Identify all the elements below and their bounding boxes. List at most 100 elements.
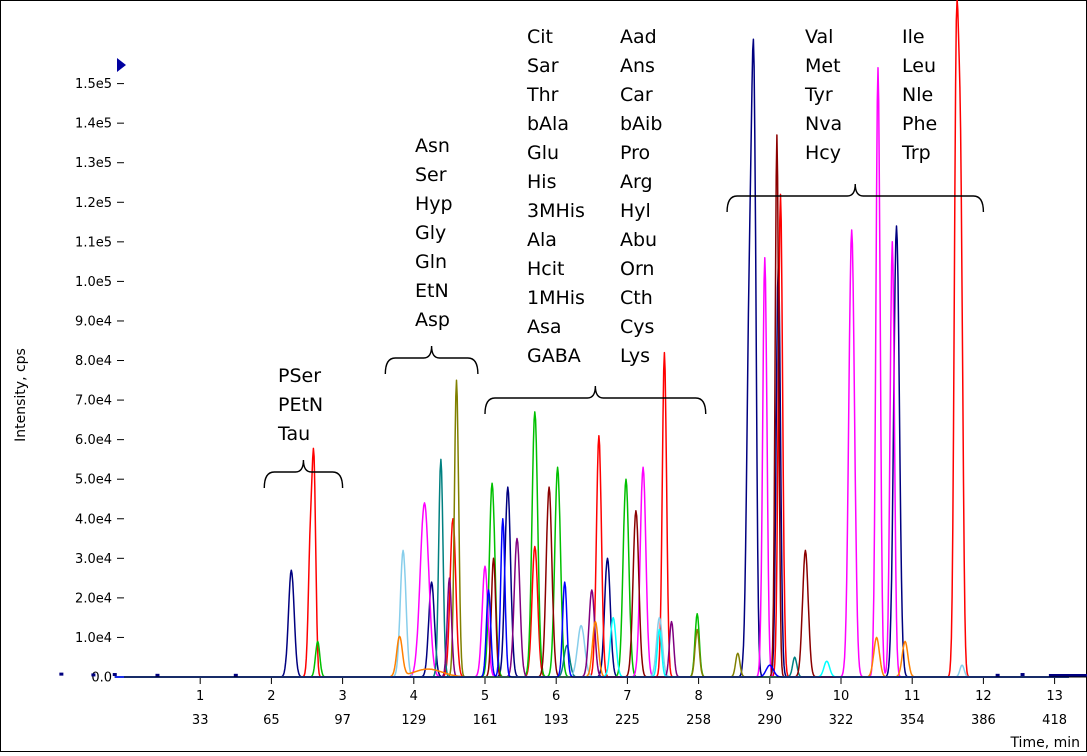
y-axis-marker-triangle[interactable] [117,58,126,72]
y-tick-label: 5.0e4 [75,473,112,488]
y-tick-label: 1.1e5 [75,235,112,250]
amino-acid-label: Abu [620,229,657,251]
x-tick-label-scan: 129 [401,713,426,728]
x-tick-label-scan: 290 [757,713,782,728]
y-axis-title: Intensity, cps [13,348,29,442]
amino-acid-label: Car [620,84,653,106]
baseline-noise-mark [112,673,117,677]
amino-acid-label: Thr [526,84,559,106]
amino-acid-label: Cit [527,26,553,48]
x-tick-label-time: 12 [975,689,992,704]
group-bracket-4 [726,183,985,213]
amino-acid-label: His [527,171,556,193]
amino-acid-label: Ans [620,55,655,77]
amino-acid-label: Pro [620,142,650,164]
amino-acid-label: 1MHis [527,287,585,309]
y-tick-label: 2.0e4 [75,591,112,606]
amino-acid-label: Nle [902,84,933,106]
x-tick-label-time: 11 [904,689,921,704]
y-tick-label: 1.3e5 [75,156,112,171]
y-axis-ticks: 0.0 1.0e4 2.0e4 3.0e4 4.0e4 5.0e4 6.0e4 7.0e4 8.… [75,77,124,686]
x-tick-label-scan: 161 [473,713,498,728]
x-tick-label-scan: 225 [615,713,640,728]
amino-acid-label: PSer [278,365,321,387]
amino-acid-label: bAla [527,113,569,135]
y-tick-label: 1.0e5 [75,275,112,290]
x-tick-label-time: 5 [481,689,489,704]
amino-acid-label: Tau [277,423,310,445]
x-tick-label-scan: 354 [900,713,925,728]
baseline-noise-mark [91,673,96,677]
x-tick-label-scan: 258 [686,713,711,728]
amino-acid-label: Asn [415,135,450,157]
x-tick-label-scan: 33 [192,713,209,728]
baseline-noise-mark [1020,673,1025,677]
x-tick-label-time: 7 [623,689,631,704]
amino-acid-label: Lys [620,345,650,367]
baseline-noise-mark [155,673,160,677]
amino-acid-label: Cys [620,316,654,338]
x-tick-label-time: 2 [267,689,275,704]
x-tick-label-time: 10 [833,689,850,704]
group-bracket-2 [384,345,479,375]
amino-acid-label: Hcy [805,142,841,164]
amino-acid-label: Cth [620,287,653,309]
y-tick-label: 7.0e4 [75,394,112,409]
amino-acid-label: Arg [620,171,653,193]
x-tick-label-time: 3 [338,689,346,704]
amino-acid-label: Nva [805,113,842,135]
amino-acid-label: Sar [527,55,559,77]
amino-acid-label: bAib [620,113,662,135]
amino-acid-label: Ser [415,164,447,186]
x-tick-label-scan: 418 [1042,713,1067,728]
baseline-noise-mark [59,672,64,676]
y-tick-label: 1.4e5 [75,117,112,132]
amino-acid-label: Trp [901,142,931,164]
x-tick-label-scan: 322 [829,713,854,728]
amino-acid-label: Hyl [620,200,651,222]
x-tick-label-time: 8 [694,689,702,704]
x-axis-title: Time, min [1009,735,1080,751]
x-tick-label-time: 6 [552,689,560,704]
amino-acid-label: Asp [415,309,450,331]
amino-acid-label: Gln [415,251,447,273]
y-tick-label: 9.0e4 [75,314,112,329]
amino-acid-label: Gly [415,222,446,244]
y-tick-label: 1.2e5 [75,196,112,211]
y-tick-label: 1.0e4 [75,631,112,646]
amino-acid-label: 3MHis [527,200,585,222]
amino-acid-label: Val [805,26,833,48]
group-bracket-1 [263,459,344,489]
amino-acid-label: Phe [902,113,937,135]
amino-acid-label: Leu [902,55,936,77]
x-tick-label-scan: 97 [334,713,351,728]
baseline-noise-mark [233,673,238,677]
amino-acid-label: Tyr [804,84,833,106]
amino-acid-label: Hcit [527,258,564,280]
x-tick-label-time: 13 [1046,689,1063,704]
amino-acid-label: EtN [415,280,449,302]
x-tick-label-time: 9 [766,689,774,704]
amino-acid-label: Asa [527,316,562,338]
amino-acid-label: Glu [527,142,559,164]
amino-acid-label: Orn [620,258,654,280]
x-tick-label-scan: 193 [544,713,569,728]
group-bracket-3 [484,385,707,415]
y-tick-label: 1.5e5 [75,77,112,92]
amino-acid-label: Aad [620,26,657,48]
y-tick-label: 4.0e4 [75,512,112,527]
x-tick-label-time: 1 [196,689,204,704]
y-tick-label: 8.0e4 [75,354,112,369]
amino-acid-label: Met [805,55,841,77]
x-tick-label-scan: 386 [971,713,996,728]
baseline-noise-mark [995,673,1000,677]
peak-group-annotations: PSer PEtN Tau Asn Ser Hyp Gly Gln EtN Asp Cit Sar Th… [263,26,985,489]
x-axis-ticks: 1 33 2 65 3 97 4 129 5 161 6 193 7 225 8 258 9 290 10 322 11… [192,677,1067,728]
amino-acid-label: Ala [527,229,557,251]
amino-acid-label: PEtN [278,394,323,416]
y-tick-label: 6.0e4 [75,433,112,448]
y-tick-label: 3.0e4 [75,552,112,567]
